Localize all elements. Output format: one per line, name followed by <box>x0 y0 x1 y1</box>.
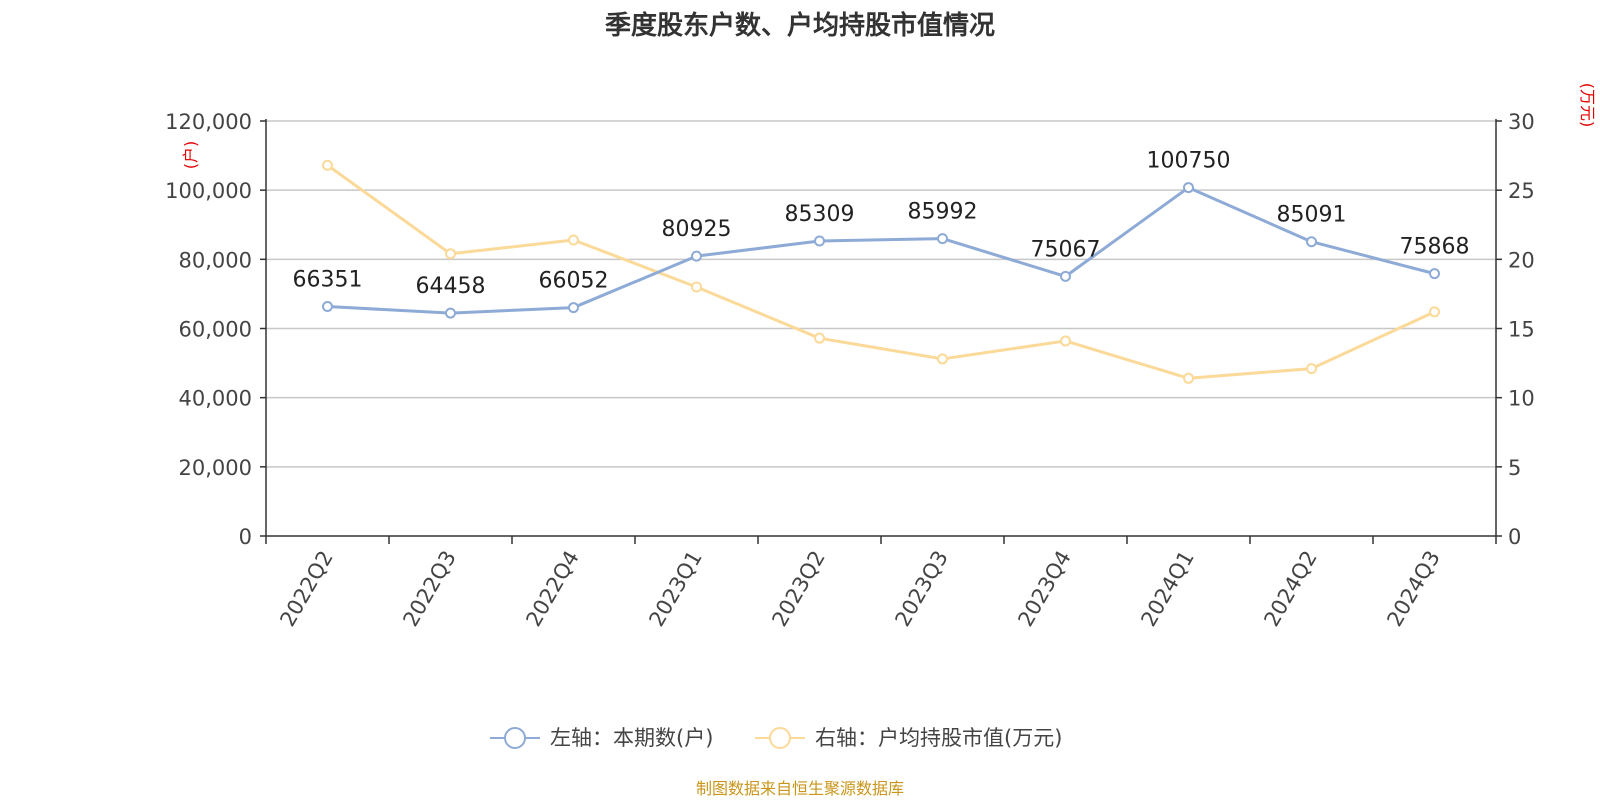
series-line-1 <box>327 186 1435 315</box>
data-point <box>1183 182 1194 194</box>
grid-lines <box>266 120 1496 468</box>
left-tick-label: 40,000 <box>179 387 252 411</box>
data-point <box>445 248 456 260</box>
legend-label-series-1: 左轴：本期数(户) <box>550 726 713 750</box>
data-label: 80925 <box>662 217 732 242</box>
axes: 0 20,000 40,000 60,000 80,000 100,000 120,000 0… <box>165 110 1535 631</box>
x-tick-label: 2024Q2 <box>1259 547 1321 631</box>
right-tick-label: 10 <box>1508 387 1535 411</box>
data-point <box>568 302 579 314</box>
x-tick-label: 2023Q4 <box>1013 547 1075 631</box>
x-tick-label: 2024Q1 <box>1136 547 1198 631</box>
legend-label-series-2: 右轴：户均持股市值(万元) <box>815 726 1062 750</box>
data-label: 85091 <box>1277 203 1347 228</box>
data-point <box>1306 363 1317 375</box>
legend-item-series-2[interactable]: 右轴：户均持股市值(万元) <box>755 726 1062 750</box>
right-tick-label: 20 <box>1508 248 1535 272</box>
data-label: 85992 <box>908 200 978 225</box>
data-point <box>1429 268 1440 280</box>
series-line-2 <box>326 164 1436 380</box>
left-tick-label: 80,000 <box>179 248 252 272</box>
left-tick-label: 20,000 <box>179 456 252 480</box>
data-point <box>937 353 948 365</box>
right-tick-label: 15 <box>1508 318 1535 342</box>
right-tick-label: 0 <box>1508 525 1521 549</box>
data-label: 66351 <box>293 268 363 293</box>
data-point <box>1306 236 1317 248</box>
data-point <box>691 250 702 262</box>
right-tick-label: 25 <box>1508 179 1535 203</box>
data-point <box>1183 372 1194 384</box>
data-point <box>322 301 333 313</box>
x-tick-label: 2024Q3 <box>1382 547 1444 631</box>
data-point <box>691 281 702 293</box>
data-label: 100750 <box>1147 149 1231 174</box>
legend-item-series-1[interactable]: 左轴：本期数(户) <box>490 726 713 750</box>
data-label: 75067 <box>1031 237 1101 262</box>
left-axis-unit: (户) <box>181 141 200 170</box>
data-point <box>937 233 948 245</box>
x-tick-label: 2023Q2 <box>767 547 829 631</box>
data-point <box>814 235 825 247</box>
x-tick-label: 2023Q1 <box>644 547 706 631</box>
x-tick-label: 2022Q2 <box>275 547 337 631</box>
data-point <box>568 234 579 246</box>
data-point <box>814 332 825 344</box>
left-tick-label: 60,000 <box>179 318 252 342</box>
x-tick-label: 2022Q3 <box>398 547 460 631</box>
series-layer: 66351 64458 66052 80925 85309 85992 75067 10075… <box>293 149 1470 384</box>
x-tick-label: 2023Q3 <box>890 547 952 631</box>
left-tick-label: 100,000 <box>165 179 252 203</box>
data-label: 64458 <box>416 274 486 299</box>
data-label: 85309 <box>785 202 855 227</box>
data-point <box>1429 306 1440 318</box>
x-tick-label: 2022Q4 <box>521 547 583 631</box>
left-tick-label: 0 <box>239 525 252 549</box>
right-axis-unit: (万元) <box>1578 83 1597 128</box>
data-label: 66052 <box>539 269 609 294</box>
data-point <box>445 307 456 319</box>
chart-title: 季度股东户数、户均持股市值情况 <box>605 10 995 41</box>
data-label: 75868 <box>1400 235 1470 260</box>
right-tick-label: 30 <box>1508 110 1535 134</box>
data-point <box>1060 335 1071 347</box>
legend: 左轴：本期数(户) 右轴：户均持股市值(万元) <box>490 726 1062 750</box>
source-note: 制图数据来自恒生聚源数据库 <box>696 779 904 798</box>
data-point <box>322 159 333 171</box>
left-tick-label: 120,000 <box>165 110 252 134</box>
data-point <box>1060 270 1071 282</box>
right-tick-label: 5 <box>1508 456 1521 480</box>
